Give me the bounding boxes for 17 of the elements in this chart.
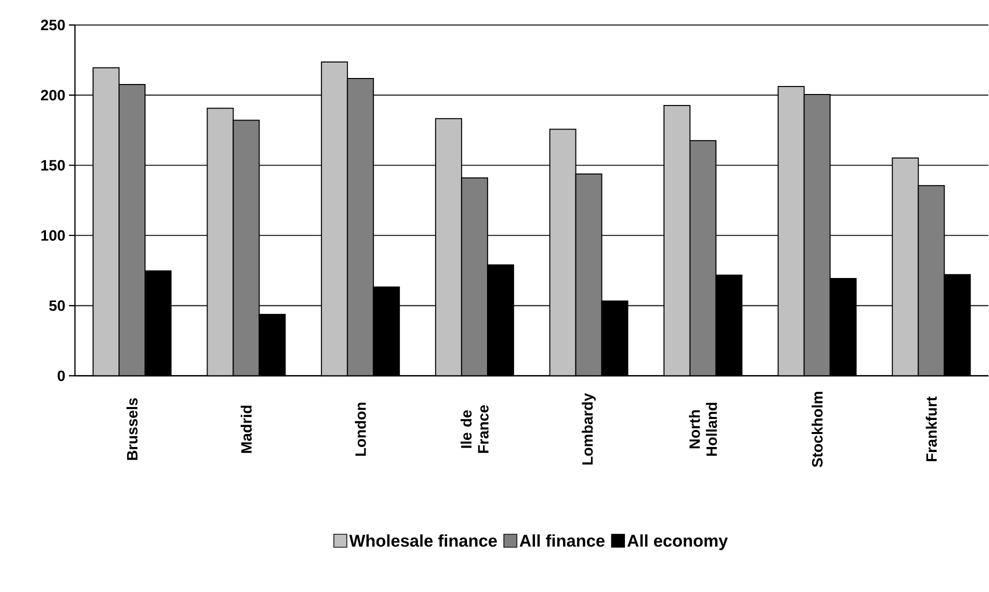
x-tick-label: Stockholm	[812, 392, 823, 468]
x-tick-label: London	[354, 402, 366, 456]
x-tick-label: Madrid	[240, 406, 252, 454]
y-tick-label: 150	[41, 160, 65, 171]
y-tick-label: 250	[40, 20, 65, 30]
y-tick-label: 50	[49, 300, 65, 312]
legend-label: All finance	[520, 534, 605, 547]
x-tick-label: Ile de France	[460, 405, 489, 454]
x-tick-label: Brussels	[126, 398, 138, 460]
x-tick-label: North Holland	[688, 402, 717, 456]
y-tick-label: 0	[58, 370, 65, 382]
y-tick-label: 200	[40, 90, 65, 101]
legend-label: All economy	[627, 534, 728, 550]
x-tick-label: Lombardy	[582, 393, 596, 465]
legend-label: Wholesale finance	[349, 534, 497, 547]
x-tick-label: Frankfurt	[926, 396, 937, 462]
y-tick-label: 100	[41, 230, 65, 241]
